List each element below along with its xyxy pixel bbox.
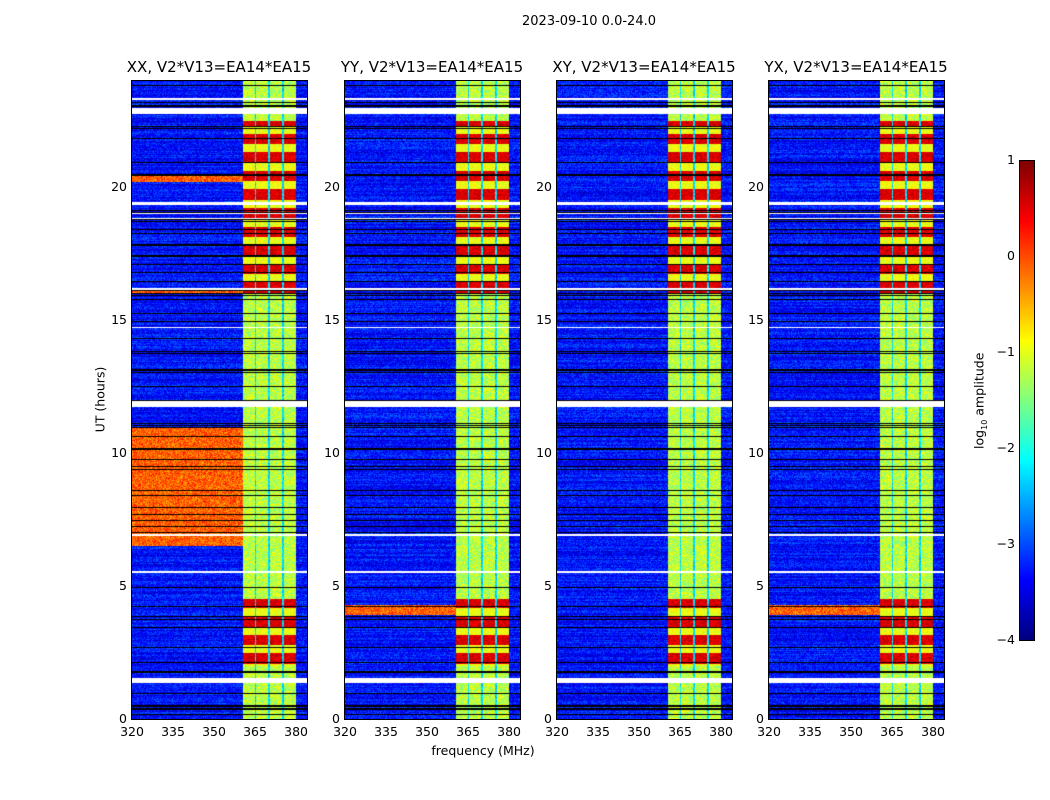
y-tick-label: 10 bbox=[111, 445, 127, 461]
x-tick-label: 365 bbox=[880, 724, 904, 739]
y-tick-label: 0 bbox=[332, 711, 340, 726]
colorbar-tick-label: −4 bbox=[996, 632, 1015, 647]
x-tick-label: 320 bbox=[757, 724, 781, 739]
panel-title: XX, V2*V13=EA14*EA15 bbox=[126, 58, 312, 76]
x-tick-label: 320 bbox=[120, 724, 144, 739]
y-tick-label: 5 bbox=[332, 578, 340, 594]
y-tick-label: 0 bbox=[756, 711, 764, 726]
x-tick-label: 320 bbox=[545, 724, 569, 739]
colorbar-tick-label: 1 bbox=[1007, 152, 1015, 167]
panel-title: XY, V2*V13=EA14*EA15 bbox=[552, 58, 736, 76]
heatmap-panel bbox=[131, 80, 308, 720]
x-tick-label: 380 bbox=[497, 724, 521, 739]
x-tick-label: 365 bbox=[243, 724, 267, 739]
heatmap-cells bbox=[132, 81, 307, 719]
heatmap-cells bbox=[345, 81, 520, 719]
y-tick-label: 10 bbox=[748, 445, 764, 461]
x-tick-label: 380 bbox=[709, 724, 733, 739]
x-tick-label: 320 bbox=[333, 724, 357, 739]
colorbar-tick-label: 0 bbox=[1007, 248, 1015, 263]
x-tick-label: 350 bbox=[415, 724, 439, 739]
colorbar-tick-label: −3 bbox=[996, 536, 1015, 551]
y-tick-label: 20 bbox=[111, 179, 127, 195]
x-tick-label: 350 bbox=[202, 724, 226, 739]
heatmap-cells bbox=[557, 81, 732, 719]
colorbar bbox=[1019, 160, 1035, 641]
heatmap-panel bbox=[556, 80, 733, 720]
y-tick-label: 15 bbox=[324, 312, 340, 328]
x-tick-label: 335 bbox=[798, 724, 822, 739]
y-tick-label: 20 bbox=[748, 179, 764, 195]
colorbar-tick-label: −2 bbox=[996, 440, 1015, 455]
y-tick-label: 20 bbox=[536, 179, 552, 195]
x-tick-label: 365 bbox=[668, 724, 692, 739]
panel-title: YY, V2*V13=EA14*EA15 bbox=[340, 58, 524, 76]
y-tick-label: 0 bbox=[544, 711, 552, 726]
x-tick-label: 365 bbox=[456, 724, 480, 739]
x-tick-label: 350 bbox=[627, 724, 651, 739]
heatmap-panel bbox=[344, 80, 521, 720]
y-tick-label: 10 bbox=[536, 445, 552, 461]
heatmap-cells bbox=[769, 81, 944, 719]
y-tick-label: 15 bbox=[111, 312, 127, 328]
x-tick-label: 335 bbox=[374, 724, 398, 739]
x-tick-label: 380 bbox=[921, 724, 945, 739]
y-tick-label: 0 bbox=[119, 711, 127, 726]
y-tick-label: 5 bbox=[544, 578, 552, 594]
x-tick-label: 350 bbox=[839, 724, 863, 739]
x-tick-label: 335 bbox=[586, 724, 610, 739]
y-axis-label: UT (hours) bbox=[92, 366, 108, 433]
x-tick-label: 380 bbox=[284, 724, 308, 739]
x-axis-label: frequency (MHz) bbox=[431, 743, 535, 758]
y-tick-label: 15 bbox=[536, 312, 552, 328]
y-tick-label: 10 bbox=[324, 445, 340, 461]
y-tick-label: 5 bbox=[756, 578, 764, 594]
x-tick-label: 335 bbox=[161, 724, 185, 739]
figure-title: 2023-09-10 0.0-24.0 bbox=[522, 14, 656, 29]
colorbar-tick-label: −1 bbox=[996, 344, 1015, 359]
y-tick-label: 5 bbox=[119, 578, 127, 594]
heatmap-panel bbox=[768, 80, 945, 720]
y-tick-label: 15 bbox=[748, 312, 764, 328]
panel-title: YX, V2*V13=EA14*EA15 bbox=[764, 58, 948, 76]
y-tick-label: 20 bbox=[324, 179, 340, 195]
